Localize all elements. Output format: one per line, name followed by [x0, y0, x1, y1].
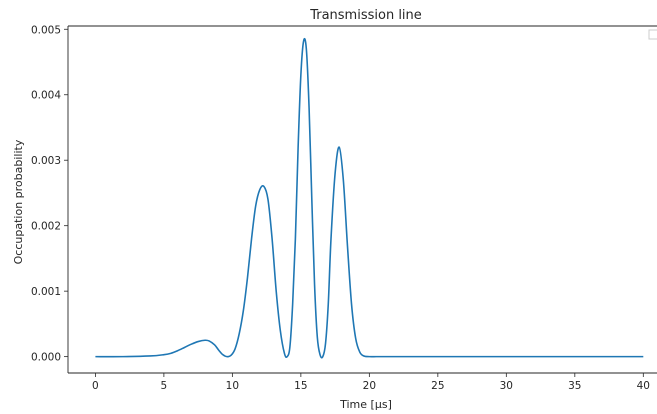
y-tick-label: 0.002	[31, 221, 61, 233]
x-tick-label: 15	[294, 380, 307, 392]
y-tick-label: 0.003	[31, 155, 61, 167]
y-tick-label: 0.000	[31, 352, 61, 364]
x-tick-label: 20	[363, 380, 376, 392]
x-axis: 0 5 10 15 20 25 30 35 40	[92, 373, 650, 392]
x-tick-label: 10	[226, 380, 239, 392]
y-axis: 0.000 0.001 0.002 0.003 0.004 0.005	[31, 24, 68, 363]
x-tick-label: 40	[637, 380, 650, 392]
legend-box	[649, 30, 657, 39]
x-tick-label: 5	[161, 380, 168, 392]
series-group	[95, 39, 643, 358]
x-tick-label: 30	[500, 380, 513, 392]
y-tick-label: 0.001	[31, 286, 61, 298]
y-axis-label: Occupation probability	[12, 139, 25, 264]
y-tick-label: 0.004	[31, 90, 61, 102]
series-line	[95, 39, 643, 358]
x-tick-label: 25	[431, 380, 444, 392]
chart-title: Transmission line	[309, 8, 422, 23]
y-tick-label: 0.005	[31, 24, 61, 36]
x-tick-label: 35	[568, 380, 581, 392]
plot-area	[68, 26, 657, 373]
x-axis-label: Time [μs]	[339, 398, 392, 411]
x-tick-label: 0	[92, 380, 99, 392]
